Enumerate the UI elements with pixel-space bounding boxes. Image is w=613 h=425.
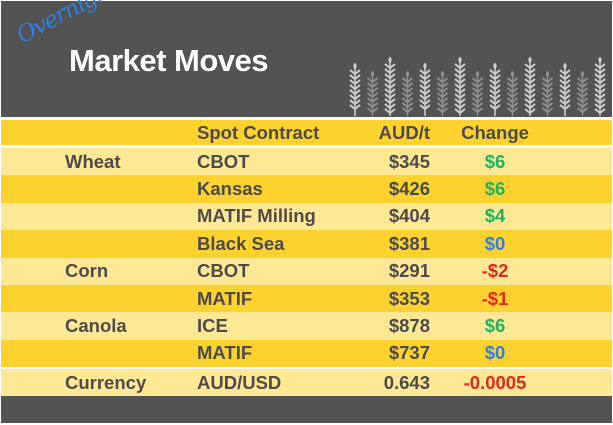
cell-change: $4	[484, 205, 506, 227]
overline-text: Overnight	[12, 0, 121, 49]
cell-price: $381	[388, 232, 430, 254]
wheat-stalk	[541, 71, 554, 116]
column-header-change: Change	[461, 121, 529, 143]
table-row: MATIF $737 $0	[1, 339, 612, 368]
cell-price: $737	[388, 342, 430, 364]
cell-price: $404	[388, 205, 430, 227]
cell-contract: MATIF	[197, 342, 253, 364]
cell-change: -0.0005	[463, 371, 527, 393]
cell-commodity: Corn	[65, 260, 109, 282]
table-row: MATIF $353 -$1	[1, 285, 612, 313]
cell-change: $6	[484, 178, 506, 200]
wheat-stalk	[489, 63, 501, 116]
wheat-stalks-icon	[349, 57, 606, 116]
cell-contract: MATIF	[197, 287, 253, 309]
cell-price: $345	[388, 150, 430, 172]
cell-change: $6	[484, 315, 506, 337]
wheat-stalk	[384, 57, 396, 116]
cell-price: $353	[388, 287, 430, 309]
cell-change: $0	[484, 342, 506, 364]
wheat-stalk	[436, 71, 449, 116]
wheat-stalk	[524, 57, 536, 116]
cell-price: 0.643	[383, 371, 430, 393]
cell-contract: ICE	[197, 315, 228, 337]
header-banner: Overnight Market Moves	[1, 0, 612, 117]
table-row: Wheat CBOT $345 $6	[1, 148, 612, 176]
table-row: Currency AUD/USD 0.643 -0.0005	[1, 369, 612, 396]
cell-change: $0	[484, 232, 506, 254]
cell-contract: Kansas	[197, 178, 263, 200]
table-header: Spot Contract AUD/t Change	[1, 120, 612, 145]
table-row: Corn CBOT $291 -$2	[1, 257, 612, 285]
table-row: Black Sea $381 $0	[1, 230, 612, 258]
column-header-spot-contract: Spot Contract	[197, 121, 320, 143]
cell-contract: MATIF Milling	[197, 205, 316, 227]
cell-commodity: Wheat	[65, 150, 121, 172]
wheat-stalk	[576, 71, 589, 116]
wheat-stalk	[349, 63, 361, 116]
cell-contract: CBOT	[197, 150, 250, 172]
table-row: Kansas $426 $6	[1, 175, 612, 203]
cell-price: $878	[388, 315, 430, 337]
wheat-stalk	[401, 71, 414, 116]
table-row: MATIF Milling $404 $4	[1, 202, 612, 231]
page-title: Market Moves	[69, 43, 269, 78]
cell-price: $291	[388, 260, 430, 282]
cell-price: $426	[388, 178, 430, 200]
cell-change: -$2	[481, 260, 509, 282]
cell-contract: AUD/USD	[197, 371, 282, 393]
wheat-stalk	[366, 71, 379, 116]
footer-band	[1, 396, 612, 423]
wheat-stalk	[559, 63, 571, 116]
wheat-stalk	[594, 57, 606, 116]
wheat-stalk	[454, 57, 466, 116]
cell-contract: CBOT	[197, 260, 250, 282]
wheat-stalk	[419, 63, 431, 116]
wheat-stalk	[471, 71, 484, 116]
column-header-aud-t: AUD/t	[378, 121, 430, 143]
wheat-stalk	[506, 71, 519, 116]
cell-commodity: Canola	[65, 315, 127, 337]
cell-contract: Black Sea	[197, 232, 285, 254]
table-row: Canola ICE $878 $6	[1, 312, 612, 340]
cell-change: -$1	[481, 287, 509, 309]
cell-commodity: Currency	[65, 371, 147, 393]
cell-change: $6	[484, 150, 506, 172]
